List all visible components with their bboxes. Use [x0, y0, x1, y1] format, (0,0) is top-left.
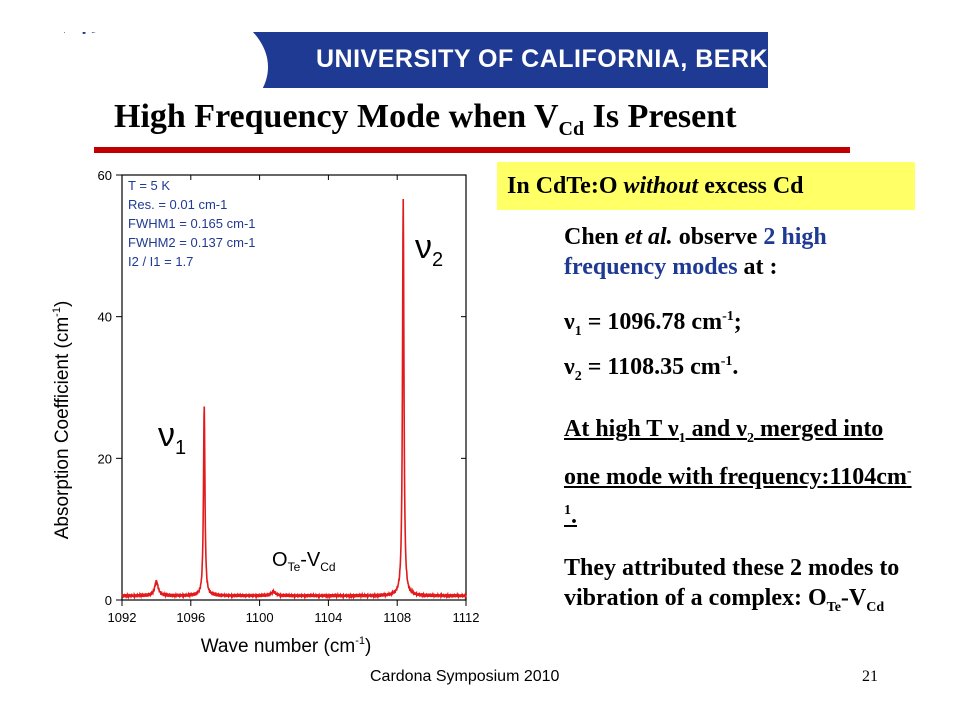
- paragraph-high-t: At high T ν1 and ν2 merged into one mode…: [564, 415, 912, 530]
- y-tick-label-1: 20: [98, 451, 112, 466]
- plot-frame: [121, 174, 467, 601]
- y-tick-label-0: 0: [105, 593, 112, 608]
- legend-line-1: T = 5 K: [128, 178, 170, 193]
- chart-axes: [121, 174, 467, 601]
- x-tick-label-4: 1108: [383, 610, 411, 625]
- title-rule: [94, 147, 850, 153]
- x-axis-label: Wave number (cm-1): [201, 635, 372, 657]
- seal-text: RSITY OF CAL: [79, 32, 243, 40]
- banner-title: UNIVERSITY OF CALIFORNIA, BERKELEY: [316, 45, 768, 73]
- absorption-spectrum-chart: 1092 1096 1100 1104 1108 1112 0 20 40 60 T = 5 K …: [51, 168, 480, 657]
- y-axis-label: Absorption Coefficient (cm-1): [51, 301, 73, 540]
- page-number: 21: [862, 668, 878, 685]
- body-text: Chen et al. observe 2 high frequency mod…: [564, 222, 924, 623]
- slide-title: High Frequency Mode when VCd Is Present: [114, 98, 737, 140]
- x-tick-label-3: 1104: [314, 610, 342, 625]
- x-tick-label-2: 1100: [246, 610, 274, 625]
- legend-line-2: Res. = 0.01 cm-1: [128, 197, 227, 212]
- legend-line-5: I2 / I1 = 1.7: [128, 254, 193, 269]
- paragraph-attribution: They attributed these 2 modes to vibrati…: [564, 555, 900, 616]
- complex-label: OTe-VCd: [272, 549, 336, 574]
- peak-label-nu1: ν1: [158, 416, 186, 459]
- mode-1-value: ν1 = 1096.78 cm-1;: [564, 309, 742, 339]
- legend-line-3: FWHM1 = 0.165 cm-1: [128, 216, 256, 231]
- mode-2-value: ν2 = 1108.35 cm-1.: [564, 353, 739, 384]
- peak-label-nu2: ν2: [415, 228, 443, 271]
- y-tick-label-2: 40: [98, 310, 112, 325]
- footer-event: Cardona Symposium 2010: [370, 668, 560, 685]
- x-tick-label-0: 1092: [108, 610, 137, 625]
- spectrum-line: [121, 198, 467, 601]
- x-tick-label-1: 1096: [176, 610, 205, 625]
- chart-legend: T = 5 K Res. = 0.01 cm-1 FWHM1 = 0.165 c…: [128, 178, 256, 269]
- university-seal: RSITY OF CAL: [64, 32, 274, 88]
- x-tick-label-5: 1112: [453, 610, 480, 625]
- callout-box: In CdTe:O without excess Cd: [497, 162, 915, 210]
- paragraph-observation: Chen et al. observe 2 high frequency mod…: [564, 224, 827, 280]
- chart-ticks: 1092 1096 1100 1104 1108 1112 0 20 40 60: [98, 168, 480, 625]
- university-banner: RSITY OF CAL UNIVERSITY OF CALIFORNIA, B…: [64, 32, 768, 88]
- y-tick-label-3: 60: [98, 168, 112, 183]
- legend-line-4: FWHM2 = 0.137 cm-1: [128, 235, 256, 250]
